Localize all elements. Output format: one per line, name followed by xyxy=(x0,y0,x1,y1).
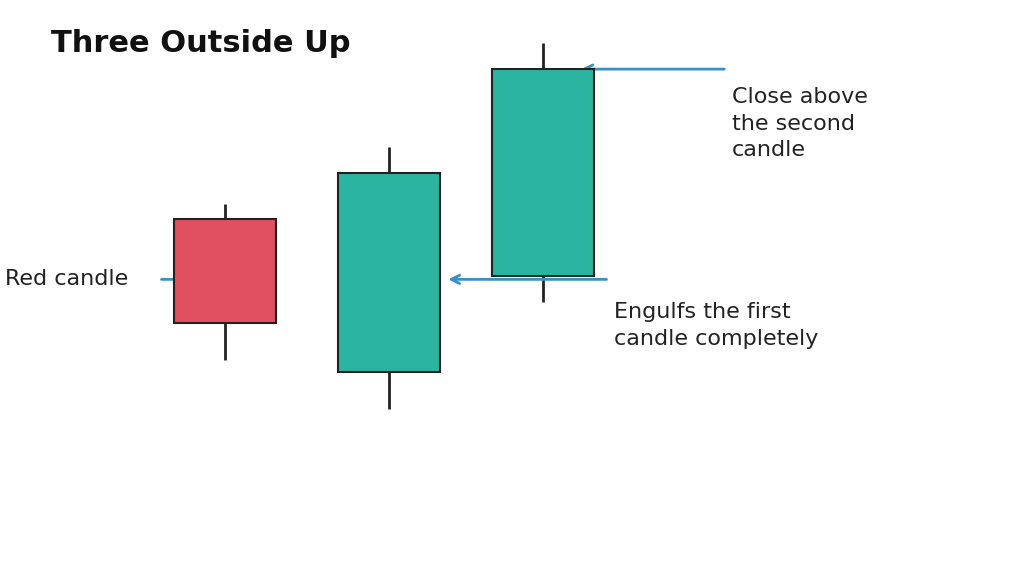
Bar xyxy=(174,219,276,323)
Bar xyxy=(492,69,594,276)
Text: Three Outside Up: Three Outside Up xyxy=(51,29,350,58)
Text: Close above
the second
candle: Close above the second candle xyxy=(732,88,868,160)
Text: Red candle: Red candle xyxy=(5,270,128,289)
Text: Engulfs the first
candle completely: Engulfs the first candle completely xyxy=(614,302,819,348)
Bar xyxy=(338,173,440,372)
